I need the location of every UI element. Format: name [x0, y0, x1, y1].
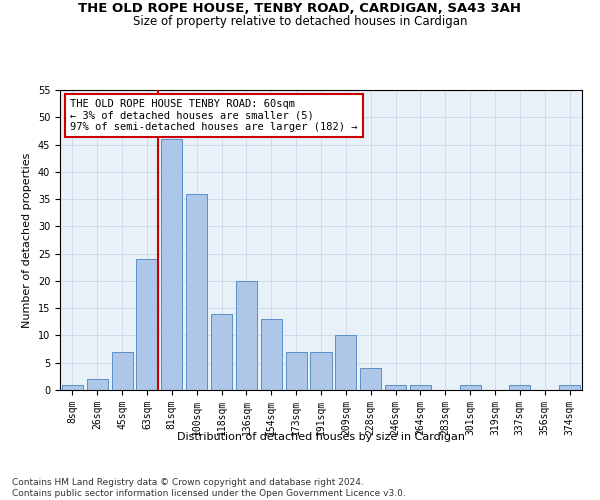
Text: THE OLD ROPE HOUSE, TENBY ROAD, CARDIGAN, SA43 3AH: THE OLD ROPE HOUSE, TENBY ROAD, CARDIGAN…: [79, 2, 521, 16]
Bar: [360, 368, 381, 390]
Bar: [87, 379, 108, 390]
Bar: [286, 352, 307, 390]
Bar: [559, 384, 580, 390]
Bar: [509, 384, 530, 390]
Bar: [136, 259, 158, 390]
Bar: [261, 319, 282, 390]
Bar: [236, 281, 257, 390]
Bar: [62, 384, 83, 390]
Y-axis label: Number of detached properties: Number of detached properties: [22, 152, 32, 328]
Bar: [161, 139, 182, 390]
Bar: [186, 194, 207, 390]
Bar: [385, 384, 406, 390]
Text: Contains HM Land Registry data © Crown copyright and database right 2024.
Contai: Contains HM Land Registry data © Crown c…: [12, 478, 406, 498]
Bar: [460, 384, 481, 390]
Text: Size of property relative to detached houses in Cardigan: Size of property relative to detached ho…: [133, 15, 467, 28]
Bar: [410, 384, 431, 390]
Bar: [211, 314, 232, 390]
Text: Distribution of detached houses by size in Cardigan: Distribution of detached houses by size …: [177, 432, 465, 442]
Text: THE OLD ROPE HOUSE TENBY ROAD: 60sqm
← 3% of detached houses are smaller (5)
97%: THE OLD ROPE HOUSE TENBY ROAD: 60sqm ← 3…: [70, 99, 358, 132]
Bar: [310, 352, 332, 390]
Bar: [335, 336, 356, 390]
Bar: [112, 352, 133, 390]
